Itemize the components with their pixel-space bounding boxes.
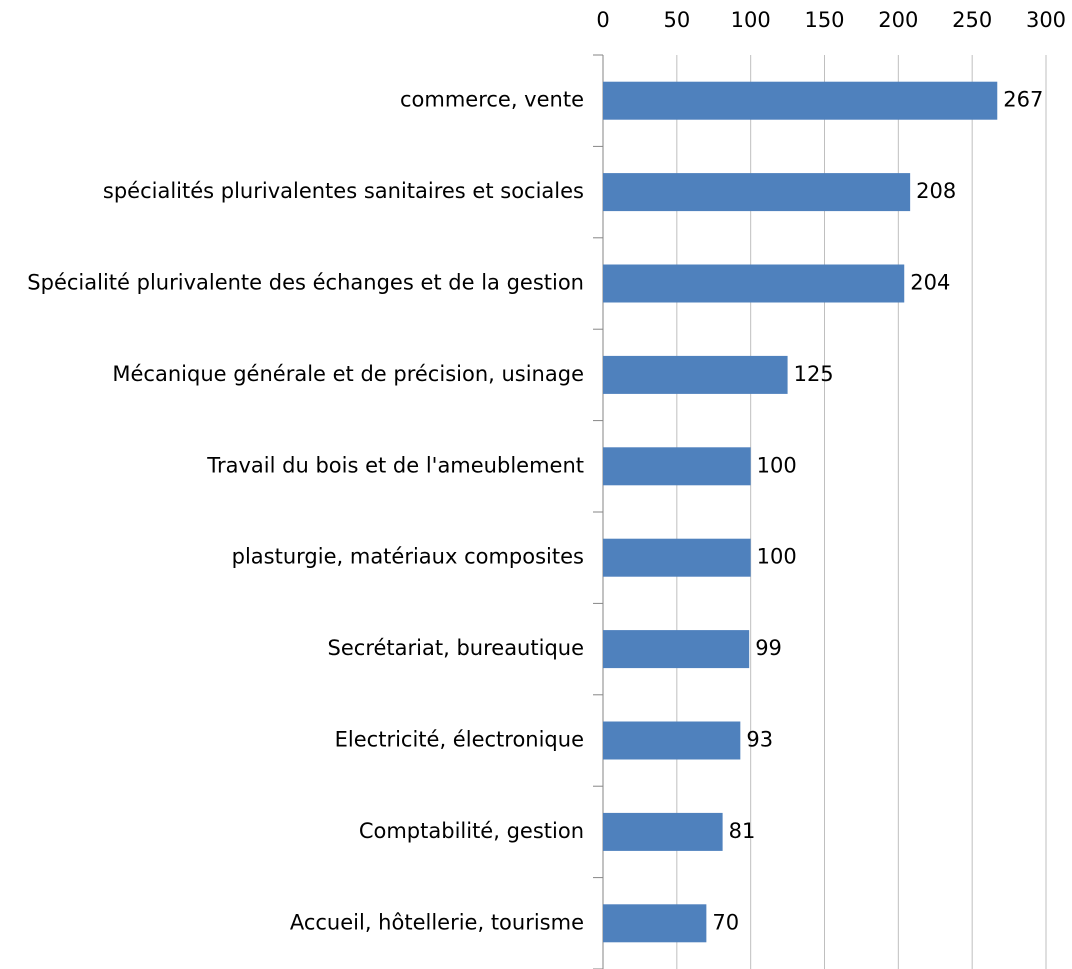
y-tick-label: Spécialité plurivalente des échanges et … (27, 271, 584, 295)
y-tick-label: Electricité, électronique (335, 728, 584, 752)
data-label: 99 (755, 636, 782, 660)
y-tick-label: plasturgie, matériaux composites (232, 545, 584, 569)
x-tick-label: 250 (952, 8, 992, 32)
x-tick-label: 100 (731, 8, 771, 32)
data-label: 70 (712, 910, 739, 934)
bar (603, 447, 751, 486)
data-label: 267 (1003, 88, 1043, 112)
x-tick-label: 150 (804, 8, 844, 32)
y-tick-label: Mécanique générale et de précision, usin… (112, 362, 584, 386)
x-tick-label: 200 (878, 8, 918, 32)
data-label: 100 (757, 453, 797, 477)
data-label: 208 (916, 179, 956, 203)
y-tick-label: commerce, vente (400, 88, 584, 112)
y-tick-label: spécialités plurivalentes sanitaires et … (103, 179, 584, 203)
x-tick-label: 50 (663, 8, 690, 32)
data-label: 100 (757, 545, 797, 569)
y-tick-label: Secrétariat, bureautique (328, 636, 584, 660)
data-label: 125 (794, 362, 834, 386)
bar (603, 630, 750, 669)
y-tick-label: Accueil, hôtellerie, tourisme (290, 910, 584, 934)
bar (603, 81, 998, 120)
bar (603, 173, 911, 212)
data-label: 93 (746, 728, 773, 752)
y-tick-label: Comptabilité, gestion (359, 819, 584, 843)
bar (603, 538, 751, 577)
y-tick-label: Travail du bois et de l'ameublement (206, 453, 584, 477)
data-label: 204 (910, 271, 950, 295)
bar (603, 264, 905, 303)
bar (603, 355, 788, 394)
bar (603, 721, 741, 760)
bar (603, 812, 723, 851)
bar (603, 904, 707, 943)
data-label: 81 (729, 819, 756, 843)
x-tick-label: 0 (596, 8, 609, 32)
x-tick-label: 300 (1026, 8, 1066, 32)
